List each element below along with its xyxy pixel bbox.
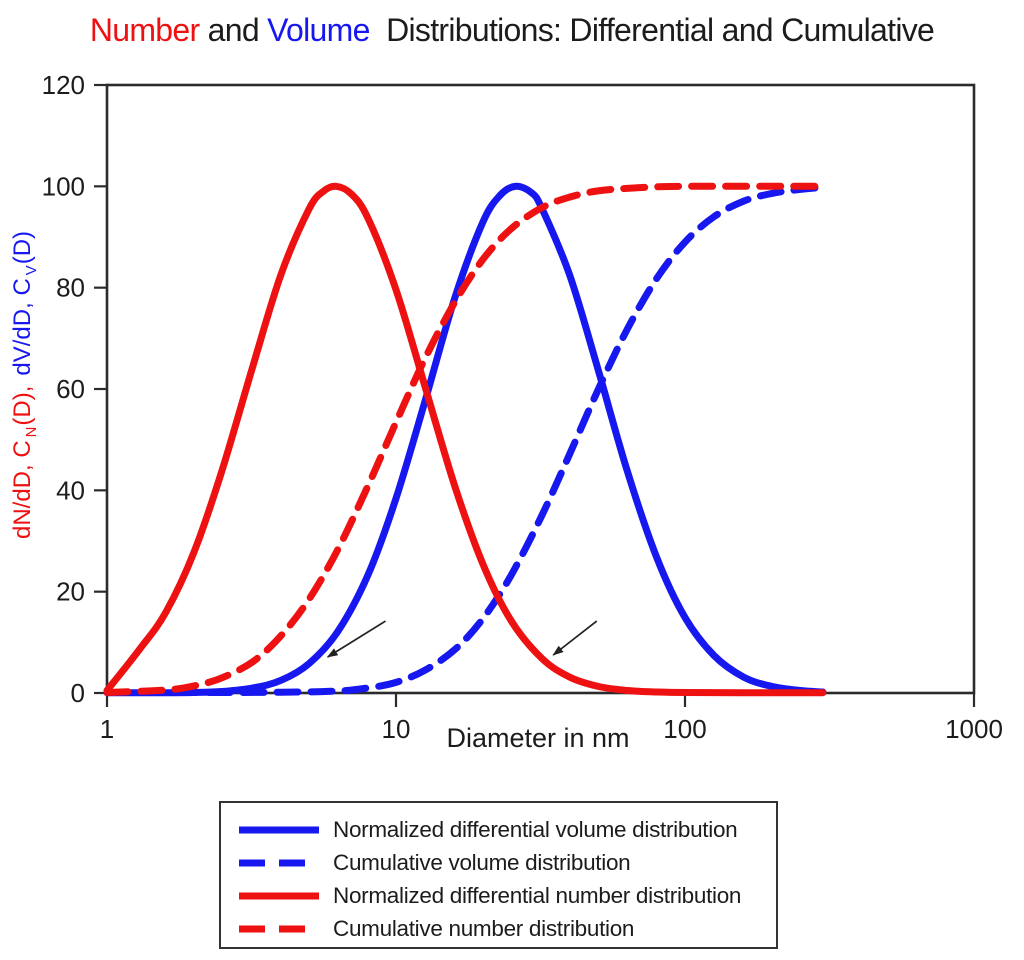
legend-line-solid-red bbox=[239, 892, 319, 899]
y-label-blue-end: (D) bbox=[9, 230, 36, 265]
x-tick-label: 100 bbox=[663, 714, 706, 744]
title-segment-rest: Distributions: Differential and Cumulati… bbox=[369, 12, 935, 48]
curve-diff-number bbox=[103, 182, 827, 697]
legend-label: Cumulative number distribution bbox=[333, 915, 635, 941]
y-tick-label: 40 bbox=[56, 475, 85, 505]
x-tick-label: 1000 bbox=[945, 714, 1003, 744]
y-label-red-end: (D), bbox=[9, 385, 36, 426]
y-tick-label: 120 bbox=[42, 70, 85, 100]
annotation-arrow bbox=[326, 620, 386, 658]
y-tick-label: 80 bbox=[56, 273, 85, 303]
legend-line-dashed-red bbox=[239, 925, 319, 932]
y-label-blue-sub: V bbox=[23, 265, 40, 276]
title-segment-and: and bbox=[199, 12, 268, 48]
y-label-red-main: dN/dD, C bbox=[9, 440, 36, 540]
chart-title: Number and Volume Distributions: Differe… bbox=[0, 12, 1024, 49]
y-axis-label: dN/dD, C N(D), dV/dD, C V(D) bbox=[9, 165, 40, 605]
y-label-blue-main: dV/dD, C bbox=[9, 278, 36, 376]
title-segment-volume: Volume bbox=[267, 12, 370, 48]
y-label-red-sub: N bbox=[23, 426, 40, 438]
x-axis-label: Diameter in nm bbox=[446, 723, 630, 753]
x-tick-label: 1 bbox=[100, 714, 114, 744]
legend-line-solid-blue bbox=[239, 826, 319, 833]
legend-item-diff-number: Normalized differential number distribut… bbox=[237, 879, 776, 912]
legend-box: Normalized differential volume distribut… bbox=[219, 801, 778, 949]
curve-cum-number bbox=[103, 182, 827, 696]
y-axis-label-red: dN/dD, C N(D), bbox=[9, 385, 40, 540]
legend-item-cum-volume: Cumulative volume distribution bbox=[237, 846, 776, 879]
title-segment-number: Number bbox=[89, 12, 200, 48]
legend-label: Normalized differential volume distribut… bbox=[333, 816, 738, 842]
legend-item-cum-number: Cumulative number distribution bbox=[237, 912, 776, 945]
y-tick-label: 60 bbox=[56, 374, 85, 404]
x-tick-label: 10 bbox=[382, 714, 411, 744]
plot-area: 1 10 100 1000 0 20 40 60 80 100 120 bbox=[42, 70, 1003, 744]
plot-frame bbox=[105, 83, 976, 695]
y-tick-label: 100 bbox=[42, 171, 85, 201]
curve-cum-volume bbox=[103, 183, 827, 697]
y-tick-label: 20 bbox=[56, 577, 85, 607]
legend-line-dashed-blue bbox=[239, 859, 319, 866]
annotation-arrow bbox=[552, 620, 598, 656]
y-tick-label: 0 bbox=[71, 678, 85, 708]
curve-diff-volume bbox=[103, 182, 827, 697]
legend-label: Normalized differential number distribut… bbox=[333, 882, 742, 908]
y-axis-label-blue: dV/dD, C V(D) bbox=[9, 230, 40, 376]
legend-item-diff-volume: Normalized differential volume distribut… bbox=[237, 813, 776, 846]
legend-label: Cumulative volume distribution bbox=[333, 849, 631, 875]
